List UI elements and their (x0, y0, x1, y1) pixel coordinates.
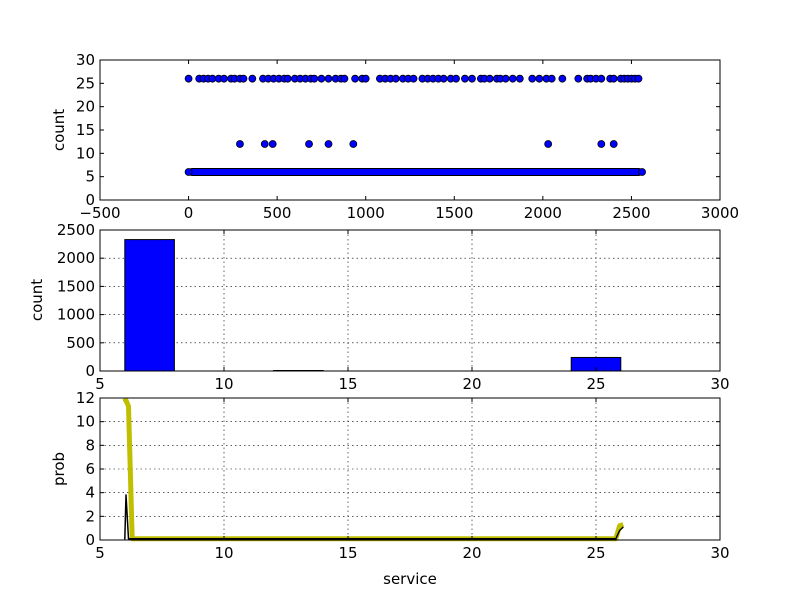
x-tick-label: 3000 (701, 204, 739, 222)
scatter-point (391, 74, 400, 83)
plot-area (100, 60, 720, 200)
scatter-point (283, 74, 292, 83)
x-tick-label: 10 (214, 375, 233, 393)
scatter-point (340, 74, 349, 83)
y-tick-label: 8 (85, 436, 95, 454)
plot-area (100, 398, 720, 540)
scatter-point (609, 140, 618, 148)
scatter-point (544, 140, 553, 148)
x-tick-label: 25 (586, 544, 605, 562)
scatter-point (535, 74, 544, 83)
x-tick-label: 5 (95, 544, 105, 562)
scatter-point (317, 74, 326, 83)
scatter-point (508, 74, 517, 83)
scatter-point (574, 74, 583, 83)
scatter-point (439, 74, 448, 83)
x-tick-label: 1000 (347, 204, 385, 222)
scatter-point (184, 168, 193, 176)
x-tick-label: 20 (462, 544, 481, 562)
scatter-point (260, 140, 269, 148)
y-tick-label: 25 (76, 74, 95, 92)
scatter-point (310, 74, 319, 83)
scatter-point (351, 74, 359, 83)
scatter-dense-band (188, 168, 643, 176)
y-tick-label: 1500 (57, 277, 95, 295)
x-tick-label: 15 (338, 375, 357, 393)
x-tick-label: 15 (338, 544, 357, 562)
scatter-point (184, 74, 193, 83)
scatter-point (305, 140, 313, 148)
scatter-point (468, 74, 476, 83)
scatter-point (558, 74, 567, 83)
scatter-point (452, 74, 460, 83)
scatter-point (268, 140, 277, 148)
scatter-panel: −500 0 500 1000 1500 2000 2500 3000051015202530… (50, 51, 739, 222)
y-axis-label: count (50, 109, 68, 151)
x-tick-label: 5 (95, 375, 105, 393)
y-tick-label: 10 (76, 144, 95, 162)
scatter-point (597, 74, 606, 83)
y-axis-label: count (28, 279, 46, 321)
scatter-point (409, 74, 418, 83)
x-tick-label: 20 (462, 375, 481, 393)
scatter-point (349, 140, 358, 148)
axes-frame (99, 59, 721, 201)
y-tick-label: 2500 (57, 221, 95, 239)
scatter-point (248, 74, 257, 83)
y-tick-label: 12 (76, 389, 95, 407)
scatter-point (461, 74, 469, 83)
scatter-point (236, 140, 244, 148)
y-tick-label: 6 (85, 460, 95, 478)
scatter-point (501, 74, 510, 83)
y-tick-label: 2000 (57, 249, 95, 267)
x-tick-label: 1500 (435, 204, 473, 222)
y-tick-label: 1000 (57, 306, 95, 324)
y-tick-label: 10 (76, 413, 95, 431)
probability-panel: 5 10 15 20 25 30 0 2 4 6 8 10 12 prob service (50, 389, 730, 588)
density-line-black (124, 494, 624, 540)
histogram-bar (124, 239, 175, 372)
x-tick-label: 2500 (612, 204, 650, 222)
x-tick-label: 10 (214, 544, 233, 562)
axes-frame (99, 229, 721, 372)
scatter-point (638, 168, 646, 176)
histogram-panel: 5 10 15 20 25 30 0 500 1000 1500 2000 2500 count (28, 221, 730, 393)
y-tick-label: 2 (85, 507, 95, 525)
y-tick-label: 0 (85, 191, 95, 209)
scatter-point (515, 74, 524, 83)
scatter-point (324, 74, 333, 83)
x-axis-label: service (383, 570, 437, 588)
x-tick-label: 25 (586, 375, 605, 393)
scatter-point (220, 74, 228, 83)
x-tick-label: 30 (710, 375, 729, 393)
scatter-point (547, 74, 556, 83)
scatter-point (239, 74, 248, 83)
y-tick-label: 0 (85, 362, 95, 380)
y-tick-label: 30 (76, 51, 95, 69)
y-tick-label: 20 (76, 98, 95, 116)
x-tick-label: −500 (79, 204, 120, 222)
scatter-point (634, 74, 643, 83)
scatter-point (485, 74, 494, 83)
x-tick-label: 0 (184, 204, 194, 222)
y-tick-label: 5 (85, 168, 95, 186)
y-axis-label: prob (50, 452, 68, 486)
x-tick-label: 2000 (524, 204, 562, 222)
y-tick-label: 500 (66, 334, 95, 352)
scatter-point (361, 74, 370, 83)
y-tick-label: 4 (85, 484, 95, 502)
y-tick-label: 15 (76, 121, 95, 139)
x-tick-label: 30 (710, 544, 729, 562)
x-tick-label: 500 (263, 204, 292, 222)
plot-area (100, 230, 720, 371)
scatter-point (528, 74, 537, 83)
scatter-point (597, 140, 606, 148)
scatter-point (609, 74, 618, 83)
y-tick-label: 0 (85, 531, 95, 549)
axes-frame (99, 397, 721, 541)
scatter-point (324, 140, 333, 148)
